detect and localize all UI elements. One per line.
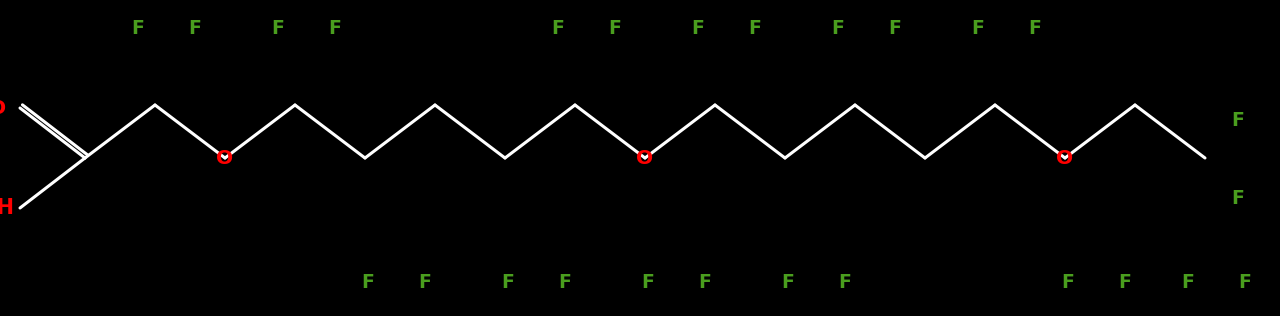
Text: F: F — [699, 272, 712, 291]
Text: F: F — [502, 272, 515, 291]
Text: F: F — [838, 272, 851, 291]
Text: F: F — [608, 19, 621, 38]
Text: OH: OH — [0, 198, 14, 218]
Text: F: F — [1181, 272, 1194, 291]
Text: F: F — [1061, 272, 1074, 291]
Text: F: F — [271, 19, 284, 38]
Text: F: F — [1119, 272, 1132, 291]
Text: F: F — [132, 19, 145, 38]
Text: F: F — [749, 19, 762, 38]
Text: F: F — [1231, 111, 1244, 130]
Text: F: F — [691, 19, 704, 38]
Text: F: F — [361, 272, 375, 291]
Text: F: F — [888, 19, 901, 38]
Text: F: F — [972, 19, 984, 38]
Text: F: F — [782, 272, 795, 291]
Text: O: O — [636, 149, 654, 167]
Text: O: O — [216, 149, 233, 167]
Text: F: F — [1239, 272, 1252, 291]
Text: F: F — [552, 19, 564, 38]
Text: F: F — [832, 19, 845, 38]
Text: O: O — [0, 99, 6, 118]
Text: F: F — [641, 272, 654, 291]
Text: F: F — [1029, 19, 1042, 38]
Text: F: F — [558, 272, 571, 291]
Text: F: F — [188, 19, 201, 38]
Text: F: F — [329, 19, 342, 38]
Text: O: O — [1056, 149, 1074, 167]
Text: F: F — [1231, 189, 1244, 208]
Text: F: F — [419, 272, 431, 291]
